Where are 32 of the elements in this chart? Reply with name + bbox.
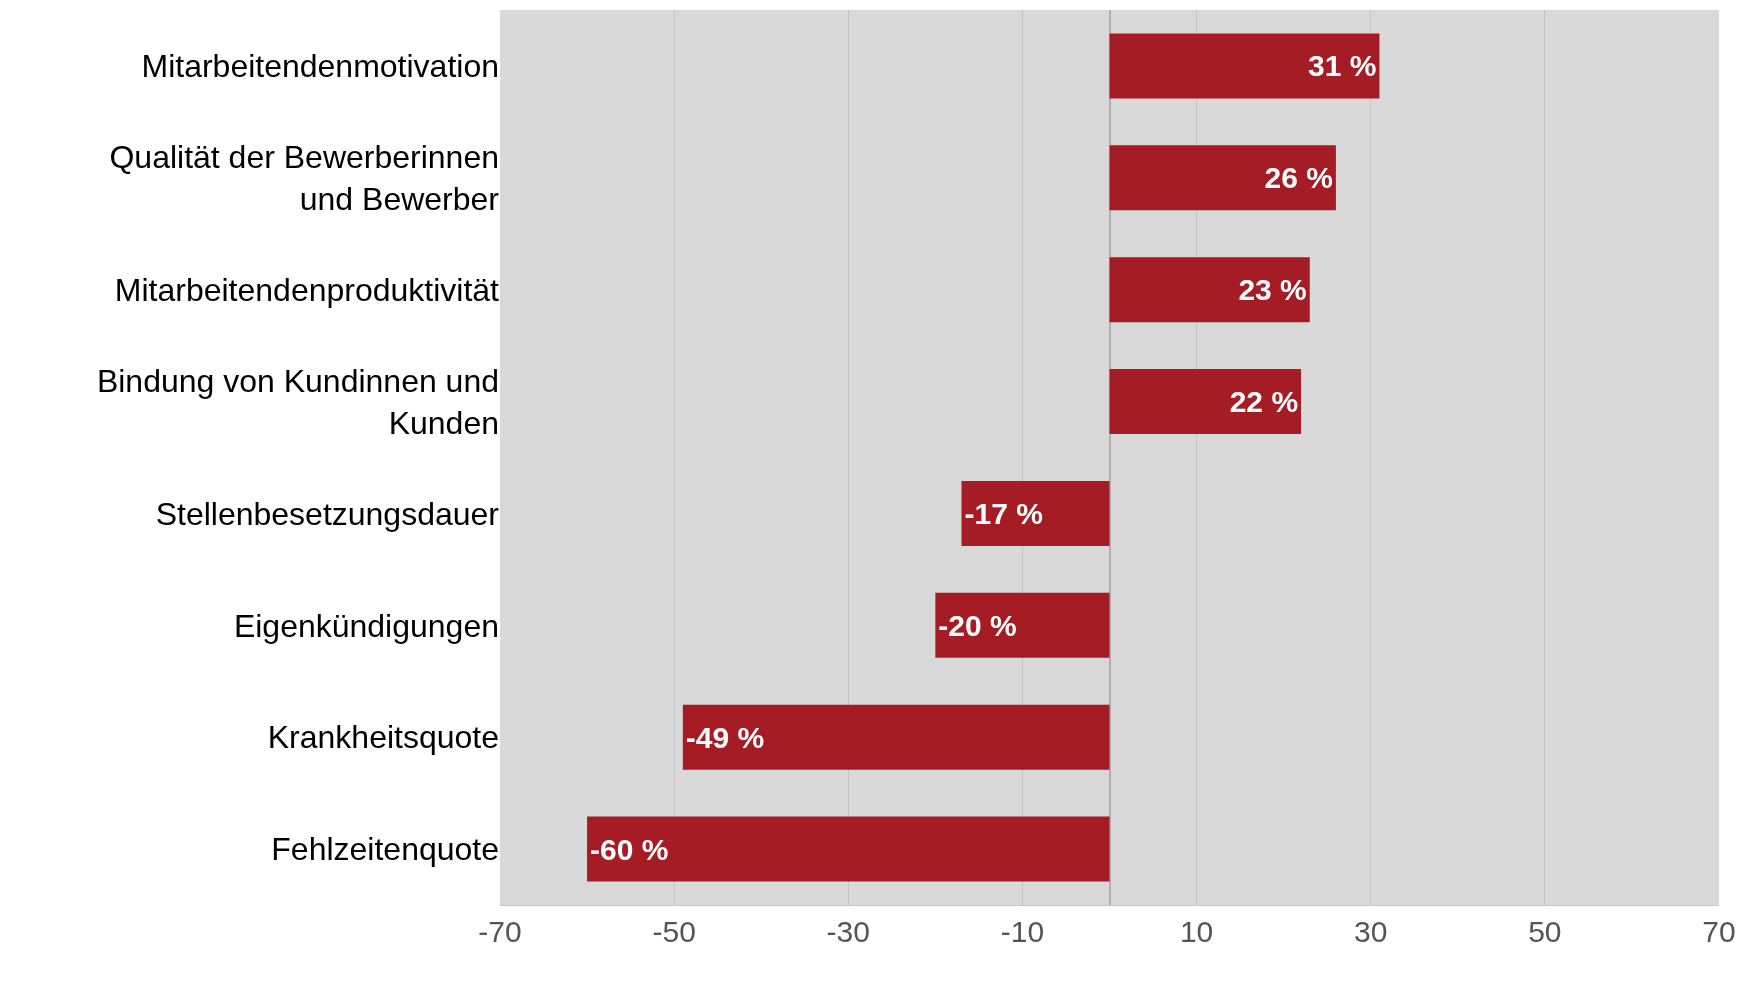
- data-label: 31 %: [1308, 49, 1377, 83]
- data-label: 22 %: [1229, 385, 1299, 419]
- y-tick-label: Stellenbesetzungsdauer: [155, 495, 500, 532]
- y-tick-label: Eigenkündigungen: [233, 607, 499, 644]
- x-tick-label: 50: [1528, 915, 1562, 948]
- y-tick-label: Fehlzeitenquote: [271, 831, 499, 868]
- x-tick-label: 10: [1179, 915, 1214, 948]
- y-tick-label: Bindung von Kundinnen und Kunden: [96, 362, 499, 441]
- x-tick-label: 70: [1702, 915, 1736, 948]
- y-tick-label: Mitarbeitendenmotivation: [141, 48, 499, 85]
- x-tick-label: -50: [652, 915, 696, 948]
- bar: [1109, 257, 1310, 323]
- bar: [961, 480, 1110, 546]
- y-tick-label: Qualität der Bewerberinnen und Bewerber: [109, 139, 500, 217]
- bar: [1109, 33, 1380, 99]
- y-tick-label: Mitarbeitendenproduktivität: [114, 271, 500, 308]
- x-tick-label: 30: [1354, 915, 1388, 948]
- x-tick-label: -30: [826, 915, 870, 948]
- data-label: 23 %: [1238, 273, 1307, 307]
- data-label: -49 %: [685, 720, 765, 754]
- y-tick-label: Krankheitsquote: [267, 719, 499, 756]
- data-label: -17 %: [964, 496, 1043, 530]
- x-tick-label: -70: [478, 915, 522, 948]
- bar: [1109, 369, 1302, 435]
- data-label: 26 %: [1264, 161, 1333, 195]
- data-label: -20 %: [938, 608, 1017, 642]
- bar: [1109, 145, 1336, 211]
- x-tick-label: -10: [1000, 915, 1045, 948]
- bar: [587, 816, 1110, 882]
- bar: [935, 592, 1110, 658]
- data-label: -60 %: [590, 832, 669, 866]
- bar: [682, 704, 1110, 770]
